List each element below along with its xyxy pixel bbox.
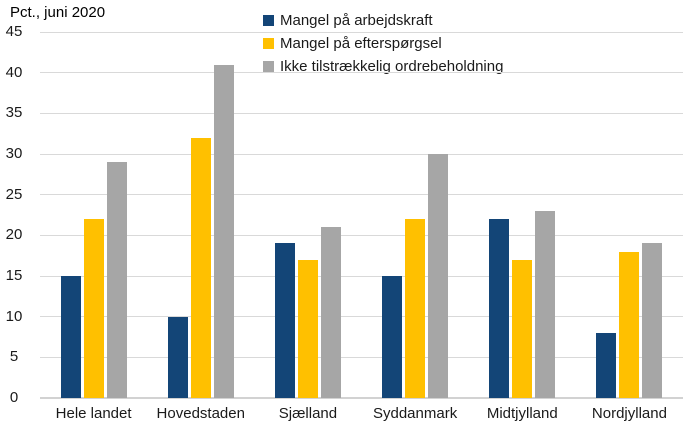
bar-group — [576, 32, 683, 398]
y-tick-label: 5 — [9, 348, 19, 366]
bar — [512, 259, 533, 398]
legend-item: Mangel på arbejdskraft — [263, 9, 503, 32]
legend-label: Mangel på arbejdskraft — [280, 12, 433, 29]
bar — [213, 64, 234, 398]
bar — [320, 227, 341, 398]
bar — [167, 316, 188, 398]
category-label: Hovedstaden — [156, 405, 245, 422]
bar — [535, 210, 556, 398]
bar — [428, 154, 449, 398]
y-tick-label: 0 — [9, 389, 19, 406]
bar — [619, 251, 640, 398]
legend-item: Mangel på efterspørgsel — [263, 32, 503, 55]
category-label: Hele landet — [55, 405, 132, 422]
bar — [642, 243, 663, 398]
category-label: Nordjylland — [591, 405, 667, 422]
category-label: Syddanmark — [372, 405, 458, 422]
x-axis: Hele landet Hovedstaden Sjælland Syddanmark… — [40, 405, 683, 423]
legend-marker — [263, 38, 274, 49]
gridline — [40, 275, 683, 277]
y-axis: 0 5 10 15 20 25 30 35 40 45 — [0, 23, 28, 406]
bar-groups — [40, 32, 683, 398]
chart-title: Pct., juni 2020 — [10, 4, 106, 21]
y-tick-label: 25 — [5, 185, 23, 203]
bar — [83, 219, 104, 398]
gridline — [40, 356, 683, 358]
bar — [190, 137, 211, 398]
y-tick-label: 15 — [5, 267, 23, 284]
category-label: Sjælland — [278, 405, 338, 422]
y-tick-label: 20 — [5, 226, 23, 244]
plot-area — [40, 31, 683, 399]
legend-item: Ikke tilstrækkelig ordrebeholdning — [263, 55, 503, 78]
legend: Mangel på arbejdskraft Mangel på efterspø… — [263, 9, 503, 78]
gridline — [40, 234, 683, 236]
legend-marker — [263, 61, 274, 72]
bar — [297, 259, 318, 398]
bar-group — [147, 32, 254, 398]
gridline — [40, 31, 683, 33]
bar — [274, 243, 295, 398]
category-label: Midtjylland — [486, 405, 558, 422]
y-tick-label: 45 — [5, 23, 23, 40]
x-axis-line — [40, 397, 683, 399]
bar-group — [40, 32, 147, 398]
bar — [106, 162, 127, 398]
gridline — [40, 194, 683, 196]
bar — [60, 276, 81, 398]
gridline — [40, 112, 683, 114]
y-tick-label: 35 — [5, 104, 23, 122]
legend-label: Ikke tilstrækkelig ordrebeholdning — [280, 58, 504, 75]
y-tick-label: 40 — [5, 63, 23, 81]
y-tick-label: 10 — [5, 307, 23, 325]
bar-group — [469, 32, 576, 398]
gridline — [40, 316, 683, 318]
legend-label: Mangel på efterspørgsel — [280, 35, 442, 52]
gridline — [40, 72, 683, 74]
gridline — [40, 153, 683, 155]
y-tick-label: 30 — [5, 145, 23, 162]
bar-group — [254, 32, 361, 398]
bar — [489, 219, 510, 398]
bar — [596, 332, 617, 398]
bar-group — [362, 32, 469, 398]
bar — [382, 276, 403, 398]
legend-marker — [263, 15, 274, 26]
bar — [405, 219, 426, 398]
